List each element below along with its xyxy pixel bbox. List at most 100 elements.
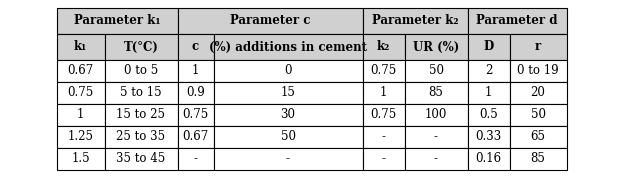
Text: 85: 85 xyxy=(429,87,444,100)
Bar xyxy=(105,82,178,104)
Text: 100: 100 xyxy=(425,109,447,122)
Text: Parameter c: Parameter c xyxy=(230,14,310,27)
Text: 50: 50 xyxy=(280,130,295,143)
Bar xyxy=(105,126,178,148)
Text: (%) additions in cement: (%) additions in cement xyxy=(209,41,367,54)
Text: UR (%): UR (%) xyxy=(413,41,459,54)
Bar xyxy=(105,148,178,170)
Text: 5 to 15: 5 to 15 xyxy=(120,87,162,100)
Bar xyxy=(510,82,566,104)
Text: k₂: k₂ xyxy=(377,41,390,54)
Bar xyxy=(57,148,105,170)
Text: 0.16: 0.16 xyxy=(475,153,502,166)
Bar xyxy=(510,104,566,126)
Bar xyxy=(105,34,178,60)
Text: 0.67: 0.67 xyxy=(67,64,93,77)
Bar xyxy=(57,104,105,126)
Bar xyxy=(363,104,404,126)
Text: 0 to 19: 0 to 19 xyxy=(517,64,559,77)
Text: 1.25: 1.25 xyxy=(67,130,93,143)
Bar xyxy=(214,60,363,82)
Bar xyxy=(178,104,214,126)
Text: Parameter k₁: Parameter k₁ xyxy=(74,14,160,27)
Text: 0.5: 0.5 xyxy=(479,109,498,122)
Bar xyxy=(57,126,105,148)
Bar xyxy=(467,8,566,34)
Bar xyxy=(510,34,566,60)
Text: 2: 2 xyxy=(485,64,492,77)
Bar xyxy=(404,148,467,170)
Text: 0.9: 0.9 xyxy=(186,87,205,100)
Text: 85: 85 xyxy=(531,153,546,166)
Text: 0: 0 xyxy=(284,64,292,77)
Bar xyxy=(467,60,510,82)
Text: 0.75: 0.75 xyxy=(183,109,209,122)
Text: -: - xyxy=(286,153,290,166)
Bar xyxy=(363,148,404,170)
Bar xyxy=(467,104,510,126)
Text: T(°C): T(°C) xyxy=(123,41,158,54)
Text: 35 to 45: 35 to 45 xyxy=(117,153,166,166)
Bar xyxy=(178,34,214,60)
Bar xyxy=(363,82,404,104)
Text: 1: 1 xyxy=(380,87,387,100)
Bar xyxy=(404,104,467,126)
Bar xyxy=(404,34,467,60)
Bar xyxy=(57,60,105,82)
Bar xyxy=(214,82,363,104)
Text: Parameter d: Parameter d xyxy=(476,14,558,27)
Bar xyxy=(467,148,510,170)
Bar xyxy=(467,82,510,104)
Bar xyxy=(214,104,363,126)
Text: Parameter k₂: Parameter k₂ xyxy=(372,14,459,27)
Bar xyxy=(178,148,214,170)
Bar xyxy=(404,82,467,104)
Bar xyxy=(178,82,214,104)
Text: r: r xyxy=(535,41,541,54)
Text: 25 to 35: 25 to 35 xyxy=(117,130,166,143)
Text: 15: 15 xyxy=(280,87,295,100)
Bar xyxy=(363,126,404,148)
Text: 1.5: 1.5 xyxy=(71,153,90,166)
Text: -: - xyxy=(194,153,197,166)
Bar xyxy=(363,8,467,34)
Text: 50: 50 xyxy=(429,64,444,77)
Text: 50: 50 xyxy=(531,109,546,122)
Bar xyxy=(363,34,404,60)
Bar xyxy=(510,126,566,148)
Bar xyxy=(105,60,178,82)
Bar xyxy=(57,34,105,60)
Bar xyxy=(363,60,404,82)
Text: 0.67: 0.67 xyxy=(183,130,209,143)
Text: 0 to 5: 0 to 5 xyxy=(124,64,158,77)
Text: 1: 1 xyxy=(192,64,199,77)
Bar xyxy=(105,104,178,126)
Text: 65: 65 xyxy=(531,130,546,143)
Bar xyxy=(404,60,467,82)
Text: k₁: k₁ xyxy=(74,41,87,54)
Bar xyxy=(178,60,214,82)
Text: 15 to 25: 15 to 25 xyxy=(117,109,166,122)
Bar xyxy=(510,60,566,82)
Text: 1: 1 xyxy=(485,87,492,100)
Text: -: - xyxy=(381,130,386,143)
Text: D: D xyxy=(483,41,493,54)
Text: 0.75: 0.75 xyxy=(67,87,93,100)
Bar xyxy=(178,126,214,148)
Text: 0.33: 0.33 xyxy=(475,130,502,143)
Bar xyxy=(57,8,178,34)
Text: 30: 30 xyxy=(280,109,295,122)
Bar xyxy=(57,82,105,104)
Text: 20: 20 xyxy=(531,87,546,100)
Bar xyxy=(467,34,510,60)
Bar xyxy=(467,126,510,148)
Text: -: - xyxy=(434,153,438,166)
Text: c: c xyxy=(192,41,199,54)
Bar xyxy=(214,34,363,60)
Text: 1: 1 xyxy=(77,109,84,122)
Text: 0.75: 0.75 xyxy=(371,64,397,77)
Bar xyxy=(214,148,363,170)
Text: 0.75: 0.75 xyxy=(371,109,397,122)
Bar xyxy=(510,148,566,170)
Text: -: - xyxy=(434,130,438,143)
